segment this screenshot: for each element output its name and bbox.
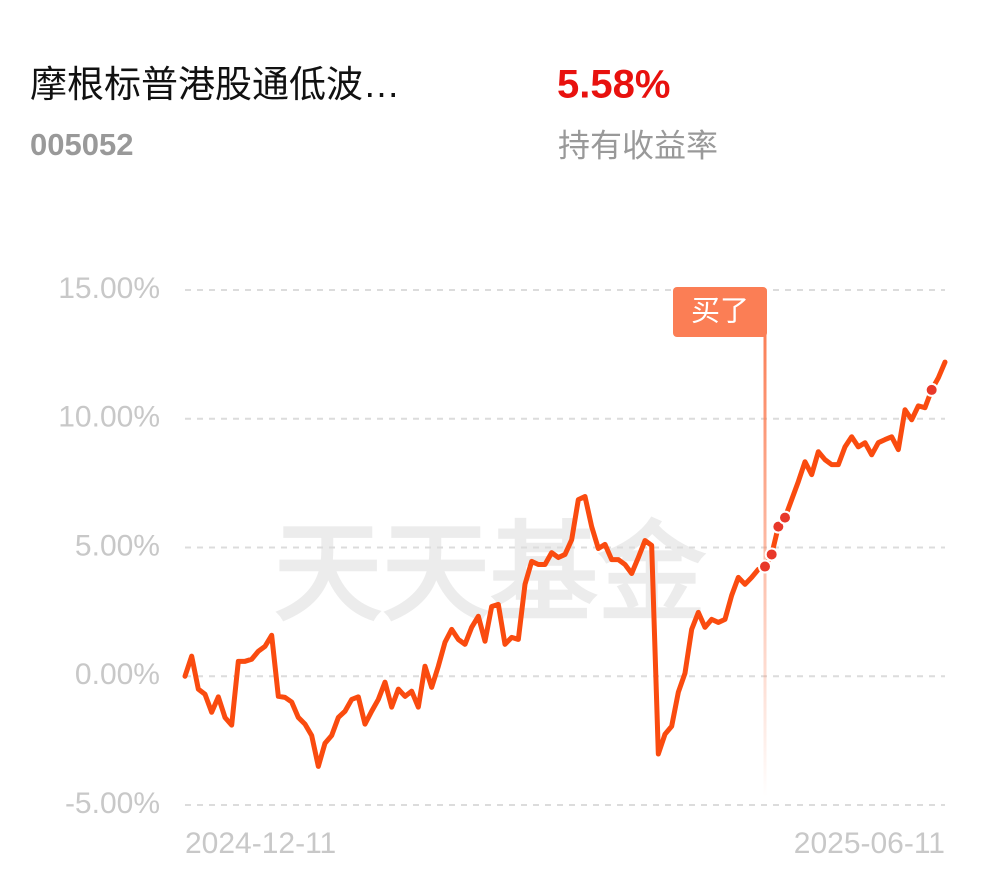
x-tick-label: 2025-06-11 xyxy=(794,827,945,860)
y-tick-label: 5.00% xyxy=(75,529,160,562)
trade-dot xyxy=(764,547,779,562)
y-tick-label: 15.00% xyxy=(58,272,160,305)
trade-dot xyxy=(778,510,792,525)
fund-name: 摩根标普港股通低波… xyxy=(30,64,400,105)
buy-label-box xyxy=(673,287,767,337)
trade-dot xyxy=(771,519,786,534)
y-tick-label: 10.00% xyxy=(58,401,160,434)
trade-dot xyxy=(758,559,772,574)
buy-label: 买了 xyxy=(691,296,749,328)
y-tick-label: -5.00% xyxy=(65,787,160,820)
y-tick-label: 0.00% xyxy=(75,658,160,691)
x-tick-label: 2024-12-11 xyxy=(185,827,336,860)
fund-code: 005052 xyxy=(30,127,133,162)
series-line xyxy=(182,359,948,769)
holding-return-caption: 持有收益率 xyxy=(558,127,718,163)
holding-return: 5.58% xyxy=(557,63,670,107)
trade-dot xyxy=(924,382,939,397)
